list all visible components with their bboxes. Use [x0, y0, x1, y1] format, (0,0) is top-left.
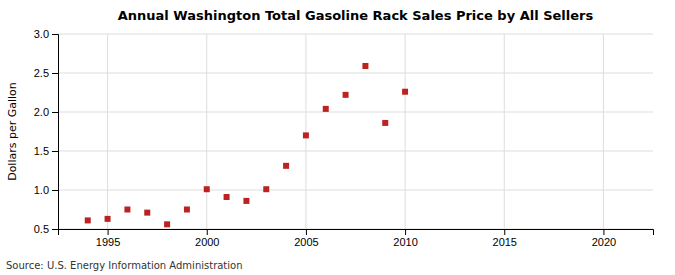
- x-tick-label: 2020: [592, 236, 616, 248]
- point: [224, 194, 230, 200]
- y-tick-label: 2.5: [34, 67, 49, 79]
- point: [124, 207, 130, 213]
- point: [382, 120, 388, 126]
- chart: 1995 2000 2005 2010 2015 2020 0.5 1.0 1.5 2.0 2.5 3…: [0, 0, 675, 275]
- x-tick-mark: [306, 229, 307, 235]
- y-axis-line: [52, 35, 59, 230]
- y-axis: 0.5 1.0 1.5 2.0 2.5 3.0: [34, 28, 59, 235]
- y-tick: 3.0: [34, 28, 58, 40]
- point: [105, 216, 111, 222]
- y-tick-mark: [52, 34, 58, 35]
- y-grid-line: [58, 190, 653, 191]
- point: [343, 92, 349, 98]
- x-tick-mark: [108, 229, 109, 235]
- source-note: Source: U.S. Energy Information Administ…: [6, 260, 243, 271]
- y-tick-label: 2.0: [34, 106, 49, 118]
- y-tick: 2.0: [34, 106, 58, 118]
- x-axis: 1995 2000 2005 2010 2015 2020: [59, 229, 654, 248]
- x-tick-mark: [504, 229, 505, 235]
- x-grid-line: [206, 34, 207, 229]
- x-tick-mark: [207, 229, 208, 235]
- x-grid-line: [405, 34, 406, 229]
- x-grid-line: [107, 34, 108, 229]
- y-tick-label: 3.0: [34, 28, 49, 40]
- x-tick-label: 2000: [195, 236, 219, 248]
- point: [362, 63, 368, 69]
- y-axis-title: Dollars per Gallon: [6, 82, 19, 181]
- x-tick: 2010: [393, 229, 417, 248]
- y-tick-mark: [52, 73, 58, 74]
- x-tick-label: 2015: [493, 236, 517, 248]
- y-grid-line: [58, 73, 653, 74]
- point: [144, 210, 150, 216]
- x-tick: 2000: [195, 229, 219, 248]
- y-tick-label: 0.5: [34, 223, 49, 235]
- y-grid-line: [58, 34, 653, 35]
- y-tick: 1.0: [34, 184, 58, 196]
- y-tick-label: 1.0: [34, 184, 49, 196]
- x-tick: 2005: [294, 229, 318, 248]
- x-tick-mark: [405, 229, 406, 235]
- plot-area: 1995 2000 2005 2010 2015 2020 0.5 1.0 1.5 2.0 2.5 3…: [34, 28, 654, 248]
- y-tick: 0.5: [34, 223, 58, 235]
- y-tick: 1.5: [34, 145, 58, 157]
- point: [204, 186, 210, 192]
- x-tick: 1995: [96, 229, 120, 248]
- point: [303, 132, 309, 138]
- point: [184, 207, 190, 213]
- x-grid-line: [305, 34, 306, 229]
- x-tick-label: 2005: [294, 236, 318, 248]
- y-tick-mark: [52, 190, 58, 191]
- y-grid-line: [58, 112, 653, 113]
- point: [85, 217, 91, 223]
- y-grid-line: [58, 151, 653, 152]
- title: Annual Washington Total Gasoline Rack Sa…: [118, 8, 594, 23]
- y-tick-mark: [52, 229, 58, 230]
- x-tick-label: 1995: [96, 236, 120, 248]
- point: [243, 198, 249, 204]
- y-tick-mark: [52, 151, 58, 152]
- y-tick-label: 1.5: [34, 145, 49, 157]
- x-tick: 2015: [493, 229, 517, 248]
- x-tick-mark: [603, 229, 604, 235]
- x-tick-label: 2010: [393, 236, 417, 248]
- x-axis-line: [59, 230, 654, 236]
- point: [164, 221, 170, 227]
- point: [402, 89, 408, 95]
- x-tick: 2020: [592, 229, 616, 248]
- points: [85, 63, 408, 227]
- point: [323, 106, 329, 112]
- grid: [58, 34, 653, 229]
- point: [263, 186, 269, 192]
- x-grid-line: [603, 34, 604, 229]
- y-tick-mark: [52, 112, 58, 113]
- point: [283, 163, 289, 169]
- y-tick: 2.5: [34, 67, 58, 79]
- x-grid-line: [504, 34, 505, 229]
